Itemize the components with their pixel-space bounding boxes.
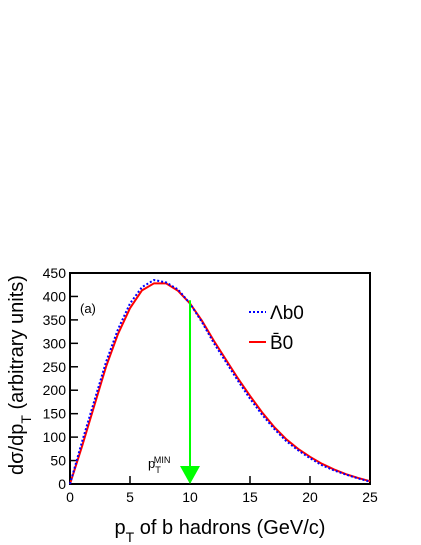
axis-label: pTMIN	[148, 455, 170, 475]
x-tick-label: 0	[66, 489, 74, 505]
x-tick-label: 25	[362, 489, 378, 505]
label-part: (arbitrary units)	[6, 275, 28, 415]
label-part: dσ/dp	[6, 424, 28, 475]
axis-label: pT of b hadrons (GeV/c)	[115, 517, 326, 545]
legend-label: B̄0	[270, 333, 293, 354]
x-tick-label: 5	[126, 489, 134, 505]
x-tick-label: 10	[182, 489, 198, 505]
y-tick-label: 200	[43, 382, 67, 398]
arrow-head	[180, 466, 200, 484]
label-part: T	[126, 529, 135, 545]
label-part: T	[155, 465, 161, 475]
y-tick-label: 300	[43, 335, 67, 351]
axis-label: dσ/dpT (arbitrary units)	[6, 275, 34, 475]
label-part: T	[18, 415, 34, 424]
y-tick-label: 0	[58, 476, 66, 492]
x-tick-label: 15	[242, 489, 258, 505]
annotation: (a)	[80, 301, 96, 316]
y-tick-label: 100	[43, 429, 67, 445]
y-tick-label: 400	[43, 288, 67, 304]
label-part: p	[115, 517, 126, 539]
legend-label: Λb0	[270, 303, 304, 324]
label-part: MIN	[154, 455, 171, 465]
plot-frame	[69, 272, 371, 485]
series-line	[69, 278, 371, 485]
y-tick-label: 150	[43, 406, 67, 422]
y-tick-label: 50	[50, 453, 66, 469]
series-line	[69, 282, 371, 485]
y-tick-label: 250	[43, 359, 67, 375]
label-part: of b hadrons (GeV/c)	[134, 517, 325, 539]
x-tick-label: 20	[302, 489, 318, 505]
label-part: p	[148, 456, 155, 471]
y-tick-label: 450	[43, 265, 67, 281]
y-tick-label: 350	[43, 312, 67, 328]
